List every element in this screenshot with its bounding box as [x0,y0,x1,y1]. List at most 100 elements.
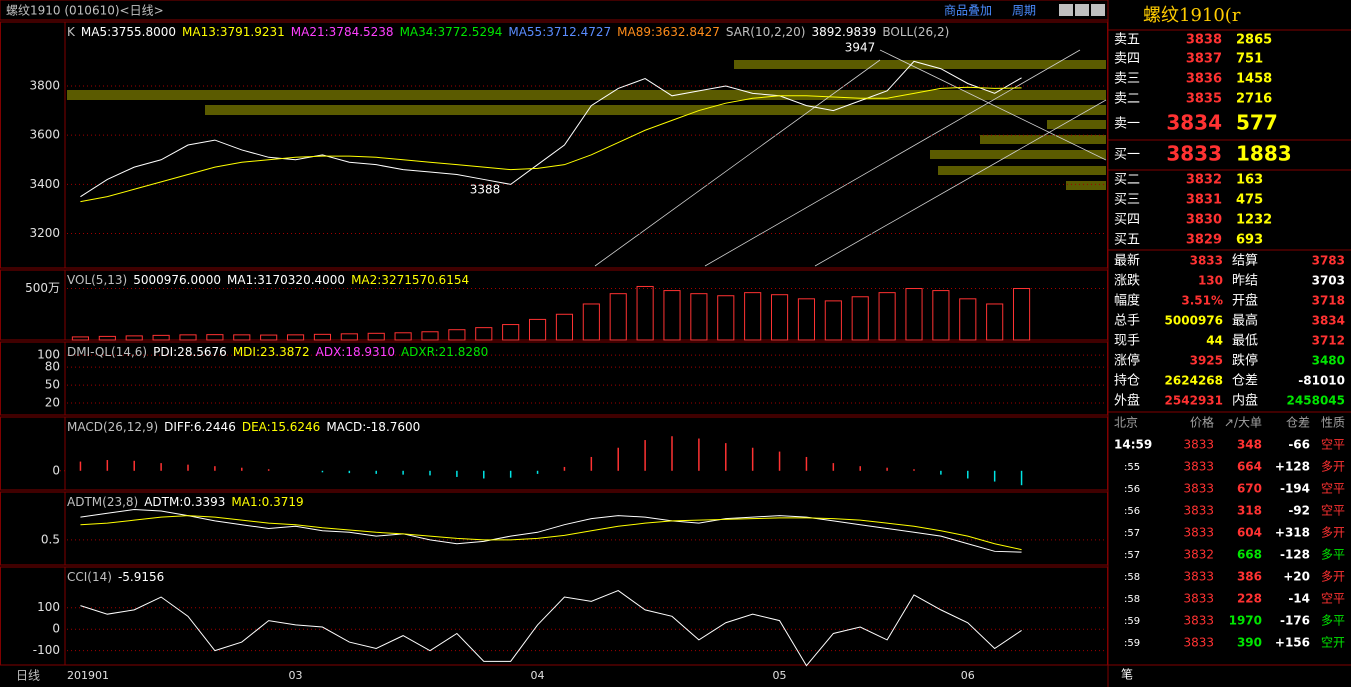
book-volume: 693 [1236,233,1263,248]
volume-bar [986,303,1004,341]
button[interactable] [1059,4,1073,16]
trade-volume: 670 [1237,482,1262,496]
volume-bar [98,335,116,341]
header-item: ADTM(23,8) [67,495,138,509]
book-volume: 475 [1236,193,1263,208]
book-volume: 1883 [1236,142,1292,166]
volume-bar [851,296,869,341]
volume-bar [475,327,493,341]
trade-oi: +20 [1283,570,1310,584]
trade-oi: -66 [1288,438,1310,452]
y-tick-label: -100 [33,643,60,657]
toolbar-button[interactable]: 商品叠加 [944,3,992,18]
header-item: MA1:0.3719 [231,495,303,509]
header-item: CCI(14) [67,570,112,584]
y-tick-label: 3800 [29,78,60,92]
y-tick-label: 80 [45,360,60,374]
volume-bar [448,329,466,341]
stat-label: 幅度 [1114,293,1140,309]
y-tick-label: 500万 [25,281,60,295]
panel-frame [0,21,1108,269]
gann-lines [594,49,1107,267]
trade-time: :58 [1124,594,1140,605]
book-price: 3835 [1186,92,1222,107]
header-item: ADX:18.9310 [316,345,395,359]
book-label: 卖二 [1114,92,1140,107]
trades-header: 价格 [1190,415,1214,430]
book-volume: 163 [1236,173,1263,188]
book-label: 买一 [1114,148,1140,163]
profile-bar [67,90,1106,100]
trade-kind: 空平 [1321,504,1345,518]
symbol-title: 螺纹1910(r [1143,5,1241,26]
panel-frame [0,269,1108,341]
stat-value: 3718 [1312,294,1345,308]
stat-value: 3925 [1190,354,1223,368]
trade-volume: 664 [1237,460,1262,474]
book-label: 买五 [1114,233,1140,248]
trade-price: 3832 [1183,548,1214,562]
stat-value: 3834 [1312,314,1345,328]
trade-kind: 空平 [1321,438,1345,452]
stat-label: 总手 [1114,314,1140,329]
series-line [80,590,1022,667]
stat-label: 外盘 [1114,393,1140,409]
panel-header: MACD(26,12,9) DIFF:6.2446 DEA:15.6246 MACD:… [67,420,420,434]
volume-bar [206,334,224,341]
y-tick-label: 0.5 [41,532,60,546]
y-tick-label: 20 [45,396,60,410]
stat-value: 3480 [1312,354,1345,368]
stat-label: 最高 [1232,313,1258,329]
trades-header: 仓差 [1286,416,1310,430]
trade-price: 3833 [1183,592,1214,606]
x-tick-label: 06 [961,669,975,682]
y-tick-label: 100 [37,600,60,614]
trade-kind: 多开 [1321,570,1345,584]
book-price: 3830 [1186,213,1222,228]
nav-buttons [1059,4,1105,16]
x-tick-label: 04 [531,669,545,682]
button[interactable] [1075,4,1089,16]
trend-line [704,49,1081,267]
tab[interactable]: 笔 [1121,667,1133,682]
book-volume: 577 [1236,111,1278,135]
y-tick-label: 3200 [29,226,60,240]
toolbar-button[interactable]: 周期 [1012,4,1036,18]
trade-volume: 1970 [1229,614,1262,628]
y-tick-label: 3600 [29,128,60,142]
trade-time: :58 [1124,572,1140,583]
stat-label: 涨停 [1114,353,1140,369]
panel-header: K MA5:3755.8000 MA13:3791.9231 MA21:3784.52… [67,25,949,39]
series-line [80,60,1022,198]
trade-price: 3833 [1183,438,1214,452]
stat-value: 44 [1206,334,1223,348]
header-item: MA34:3772.5294 [400,25,503,39]
trade-oi: +128 [1275,460,1310,474]
header-item: K [67,25,76,39]
book-price: 3829 [1186,233,1222,248]
trade-price: 3833 [1183,526,1214,540]
profile-bar [205,105,1106,115]
trade-kind: 空开 [1321,636,1345,650]
trade-kind: 多平 [1321,548,1345,562]
trade-oi: +318 [1275,526,1310,540]
stat-label: 最低 [1232,334,1258,349]
book-label: 买二 [1114,173,1140,188]
trade-oi: +156 [1275,636,1310,650]
button[interactable] [1091,4,1105,16]
trade-time: :57 [1124,550,1140,561]
high-label: 3947 [845,41,876,55]
volume-bar [717,295,735,341]
x-tick-label: 05 [773,669,787,682]
trades-header: 性质 [1321,416,1345,430]
book-volume: 1458 [1236,72,1272,87]
stat-label: 持仓 [1114,374,1140,389]
period-label: 日线 [16,669,40,683]
header-item: BOLL(26,2) [882,25,949,39]
header-item: MA1:3170320.4000 [227,273,345,287]
profile-bar [1066,181,1106,190]
trade-price: 3833 [1183,460,1214,474]
stat-value: 130 [1198,274,1223,288]
profile-bar [734,60,1106,69]
